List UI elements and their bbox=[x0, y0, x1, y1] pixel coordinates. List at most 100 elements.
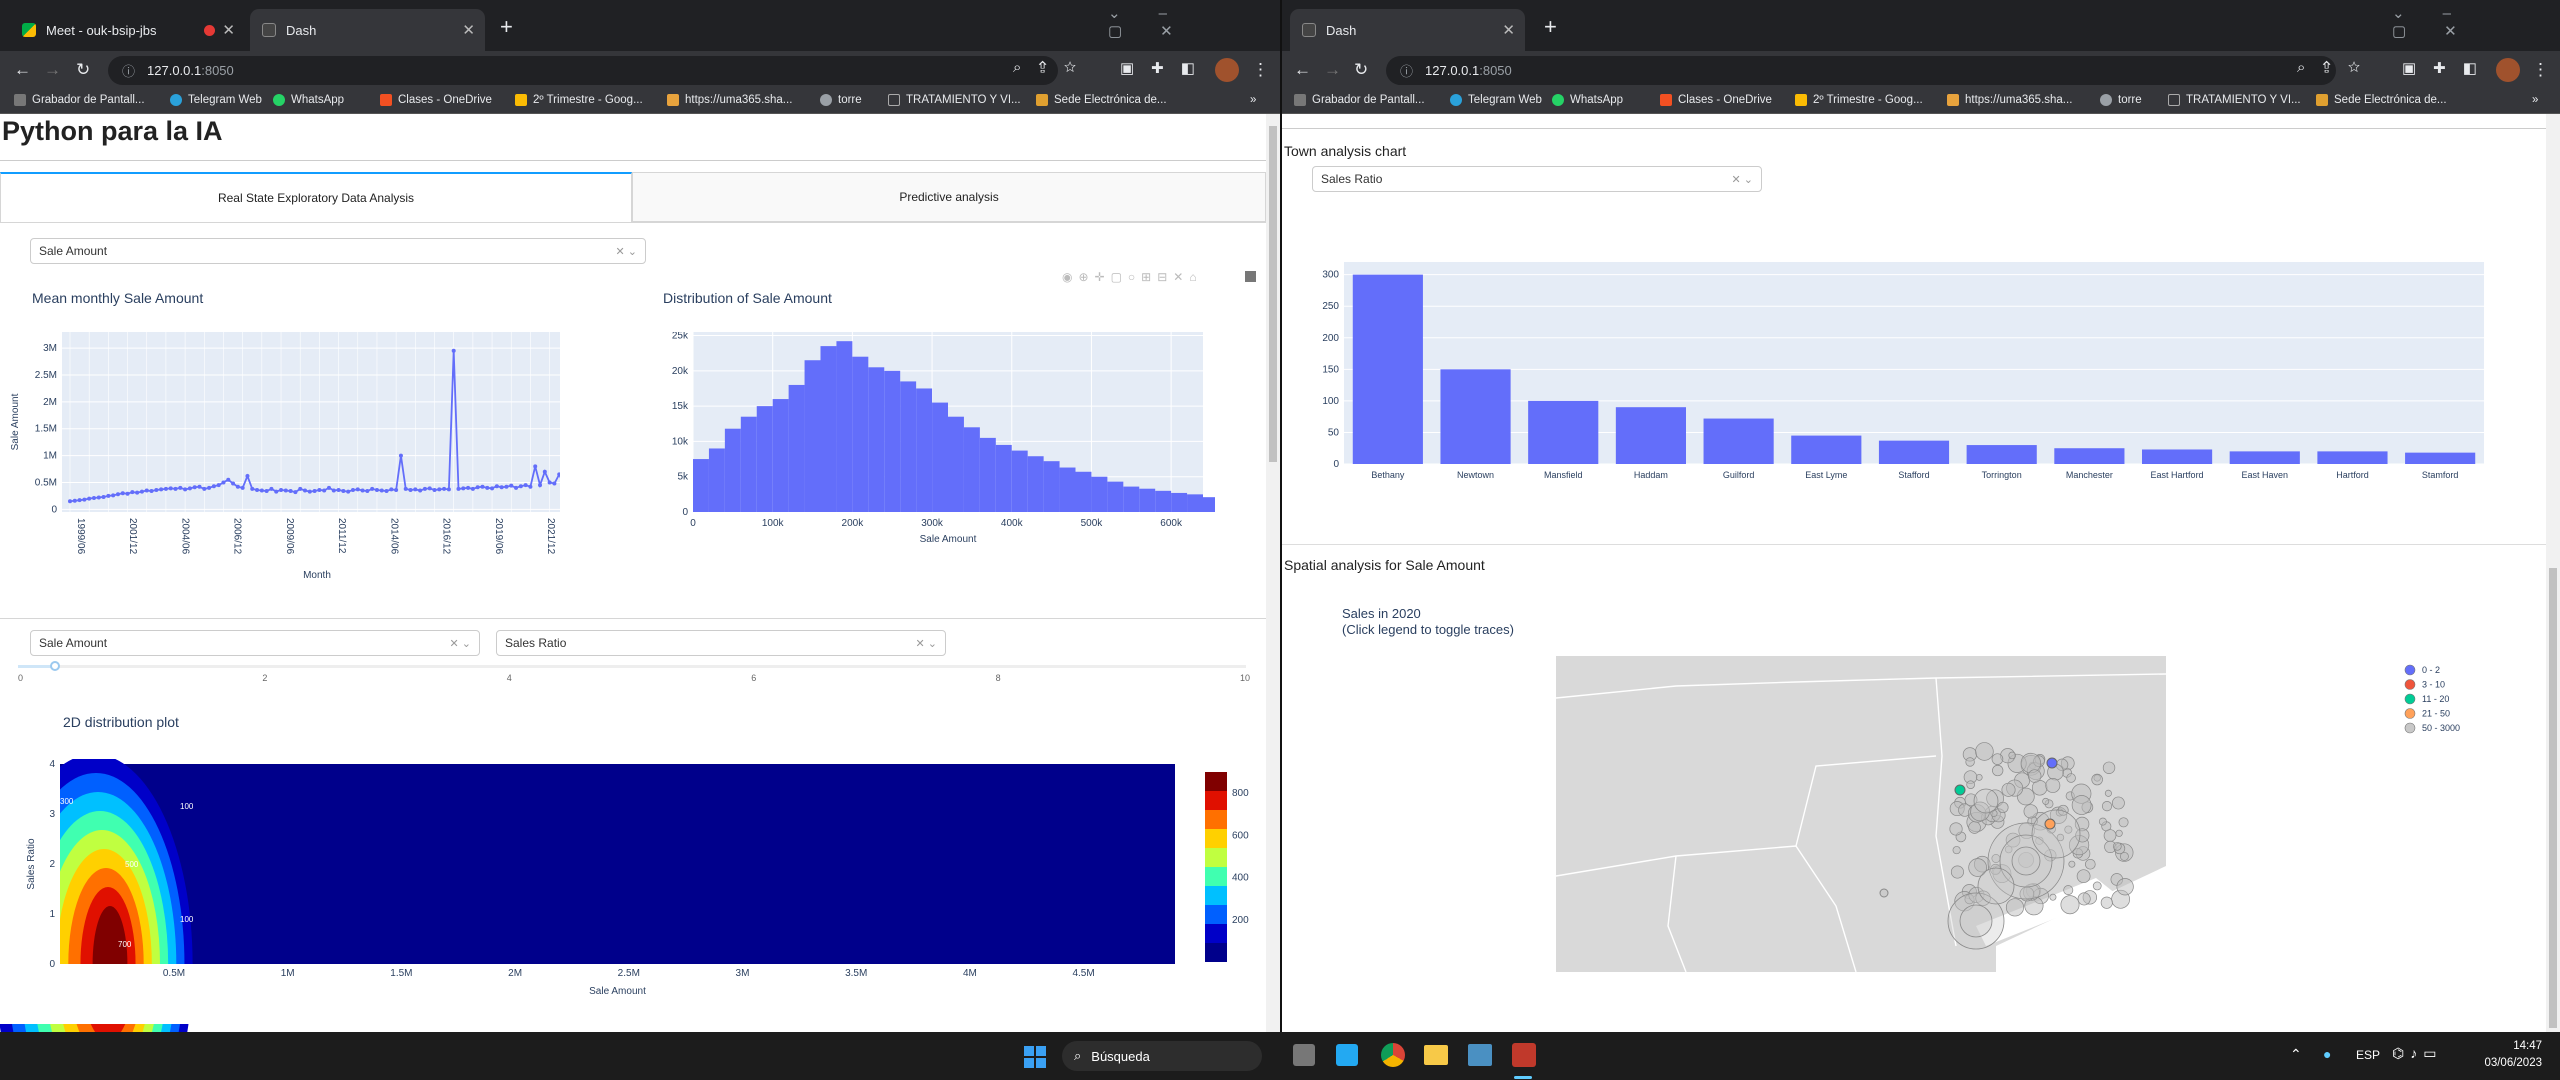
app-icon[interactable] bbox=[1512, 1043, 1536, 1067]
bookmark-item[interactable]: Grabador de Pantall... bbox=[14, 94, 145, 106]
close-icon[interactable]: ✕ bbox=[462, 22, 475, 39]
tab-predictive[interactable]: Predictive analysis bbox=[632, 172, 1266, 222]
bookmark-item[interactable]: TRATAMIENTO Y VI... bbox=[2168, 94, 2301, 106]
bookmark-item[interactable]: 2º Trimestre - Goog... bbox=[1795, 94, 1923, 106]
data-point bbox=[346, 489, 351, 494]
address-bar[interactable]: ⓘ 127.0.0.1:8050 bbox=[1386, 56, 2336, 85]
town-bar bbox=[1440, 369, 1511, 464]
forward-icon[interactable]: → bbox=[1324, 60, 1341, 79]
close-icon[interactable]: ✕ bbox=[1502, 22, 1515, 39]
avatar[interactable] bbox=[1215, 58, 1239, 82]
vscode-icon[interactable] bbox=[1336, 1044, 1358, 1066]
y-tick-label: 0 bbox=[51, 504, 57, 515]
colorbar-segment bbox=[1205, 772, 1227, 791]
back-icon[interactable]: ← bbox=[14, 60, 31, 79]
new-tab-icon[interactable]: + bbox=[1544, 14, 1557, 39]
bookmark-item[interactable]: WhatsApp bbox=[1552, 94, 1623, 106]
address-bar[interactable]: ⓘ 127.0.0.1:8050 bbox=[108, 56, 1058, 85]
clear-chevron-icon[interactable]: ✕ ⌄ bbox=[1731, 173, 1754, 186]
task-view-icon[interactable] bbox=[1293, 1044, 1315, 1066]
line-chart[interactable]: 0 0.5M 1M 1.5M 2M 2.5M 3M 1999/06 2001/12 2004/06… bbox=[0, 332, 560, 602]
data-point bbox=[269, 486, 274, 491]
bookmark-item[interactable]: Sede Electrónica de... bbox=[1036, 94, 1167, 106]
data-point bbox=[379, 488, 384, 493]
histogram-bar bbox=[916, 388, 933, 512]
window-controls[interactable]: ⌄–▢✕ bbox=[1108, 5, 1211, 40]
town-metric-dropdown[interactable]: Sales Ratio ✕ ⌄ bbox=[1312, 166, 1762, 192]
chevron-up-icon[interactable]: ⌃ bbox=[2290, 1046, 2302, 1062]
contour-chart[interactable]: 300 100 100 500 700 0 1 2 3 4 0.5M 1M 1.5M 2M 2.5M 3M 3.… bbox=[0, 759, 1270, 1032]
avatar[interactable] bbox=[2496, 58, 2520, 82]
bookmark-item[interactable]: WhatsApp bbox=[273, 94, 344, 106]
y-tick-label: 300 bbox=[1322, 270, 1339, 281]
slider-track[interactable] bbox=[18, 665, 1246, 668]
contour-label: 100 bbox=[180, 802, 194, 811]
bookmark-item[interactable]: TRATAMIENTO Y VI... bbox=[888, 94, 1021, 106]
extension-icons[interactable]: ▣✚◧ bbox=[1120, 60, 1212, 77]
scrollbar-thumb[interactable] bbox=[1269, 126, 1277, 462]
tab-meet[interactable]: Meet - ouk-bsip-jbs ✕ bbox=[10, 9, 245, 51]
file-explorer-icon[interactable] bbox=[1424, 1045, 1448, 1065]
bubble bbox=[2042, 797, 2050, 805]
system-tray-icons[interactable]: ⌬♪▭ bbox=[2392, 1045, 2443, 1061]
data-point bbox=[384, 489, 389, 494]
x-variable-dropdown[interactable]: Sale Amount ✕ ⌄ bbox=[30, 630, 480, 656]
language-indicator[interactable]: ESP bbox=[2356, 1048, 2381, 1062]
bookmark-item[interactable]: Telegram Web bbox=[170, 94, 262, 106]
bookmark-item[interactable]: Grabador de Pantall... bbox=[1294, 94, 1425, 106]
tab-dash[interactable]: Dash ✕ bbox=[1290, 9, 1525, 51]
spatial-title: Spatial analysis for Sale Amount bbox=[1284, 557, 1485, 573]
reload-icon[interactable]: ↻ bbox=[76, 60, 91, 79]
forward-icon[interactable]: → bbox=[44, 60, 61, 79]
clear-chevron-icon[interactable]: ✕ ⌄ bbox=[449, 637, 472, 650]
x-tick-label: 2009/06 bbox=[284, 518, 295, 555]
bookmark-item[interactable]: https://uma365.sha... bbox=[667, 94, 792, 106]
tab-dash[interactable]: Dash ✕ bbox=[250, 9, 485, 51]
back-icon[interactable]: ← bbox=[1294, 60, 1311, 79]
histogram-chart[interactable]: 0 5k 10k 15k 20k 25k 0 100k 200k 300k 400k 500k 600k… bbox=[655, 332, 1215, 602]
bookmark-item[interactable]: Clases - OneDrive bbox=[1660, 94, 1772, 106]
tab-eda[interactable]: Real State Exploratory Data Analysis bbox=[0, 172, 632, 222]
toolbar-icons[interactable]: ⌕⇪☆ bbox=[2297, 59, 2378, 76]
microphone-icon[interactable]: ● bbox=[2323, 1046, 2332, 1062]
scrollbar[interactable] bbox=[2546, 114, 2560, 1032]
bookmark-item[interactable]: Clases - OneDrive bbox=[380, 94, 492, 106]
bookmarks-overflow-icon[interactable]: » bbox=[2532, 94, 2539, 106]
toolbar-icons[interactable]: ⌕⇪☆ bbox=[1013, 59, 1094, 76]
tab-strip: Meet - ouk-bsip-jbs ✕ Dash ✕ + ⌄–▢✕ bbox=[0, 0, 1280, 51]
map-legend[interactable]: 0 - 2 3 - 10 11 - 20 21 - 50 50 - 3000 bbox=[2398, 658, 2518, 738]
window-controls[interactable]: ⌄–▢✕ bbox=[2392, 5, 2495, 40]
data-point bbox=[446, 487, 451, 492]
clock[interactable]: 14:47 03/06/2023 bbox=[2470, 1038, 2542, 1072]
bookmark-item[interactable]: Telegram Web bbox=[1450, 94, 1542, 106]
extension-icons[interactable]: ▣✚◧ bbox=[2402, 60, 2494, 77]
menu-icon[interactable]: ⋮ bbox=[2532, 60, 2549, 79]
chrome-icon[interactable] bbox=[1381, 1043, 1405, 1067]
photos-icon[interactable] bbox=[1468, 1044, 1492, 1066]
reload-icon[interactable]: ↻ bbox=[1354, 60, 1369, 79]
clear-chevron-icon[interactable]: ✕ ⌄ bbox=[915, 637, 938, 650]
slider-handle[interactable] bbox=[50, 661, 60, 671]
bookmarks-overflow-icon[interactable]: » bbox=[1250, 94, 1257, 106]
bookmark-item[interactable]: torre bbox=[2100, 94, 2142, 106]
histogram-title: Distribution of Sale Amount bbox=[663, 290, 832, 306]
clear-chevron-icon[interactable]: ✕ ⌄ bbox=[615, 245, 638, 258]
close-icon[interactable]: ✕ bbox=[222, 22, 235, 39]
scrollbar[interactable] bbox=[1266, 114, 1280, 1032]
town-bar-chart[interactable]: 0 50 100 150 200 250 300 Bethany Newtown Mansfiel… bbox=[1282, 262, 2542, 492]
bubble-map[interactable] bbox=[1556, 656, 2166, 972]
plot-modebar[interactable]: ◉⊕✛▢○⊞⊟✕⌂ bbox=[1062, 270, 1203, 284]
data-point bbox=[341, 489, 346, 494]
new-tab-icon[interactable]: + bbox=[500, 14, 513, 39]
y-variable-dropdown[interactable]: Sales Ratio ✕ ⌄ bbox=[496, 630, 946, 656]
scrollbar-thumb[interactable] bbox=[2549, 568, 2557, 1028]
taskbar-search[interactable]: ⌕ Búsqueda bbox=[1062, 1041, 1262, 1071]
variable-dropdown[interactable]: Sale Amount ✕ ⌄ bbox=[30, 238, 646, 264]
bookmark-item[interactable]: Sede Electrónica de... bbox=[2316, 94, 2447, 106]
bookmark-item[interactable]: 2º Trimestre - Goog... bbox=[515, 94, 643, 106]
bookmark-item[interactable]: torre bbox=[820, 94, 862, 106]
bookmark-item[interactable]: https://uma365.sha... bbox=[1947, 94, 2072, 106]
start-icon[interactable] bbox=[1024, 1046, 1046, 1068]
menu-icon[interactable]: ⋮ bbox=[1252, 60, 1269, 79]
recording-icon bbox=[204, 24, 215, 36]
